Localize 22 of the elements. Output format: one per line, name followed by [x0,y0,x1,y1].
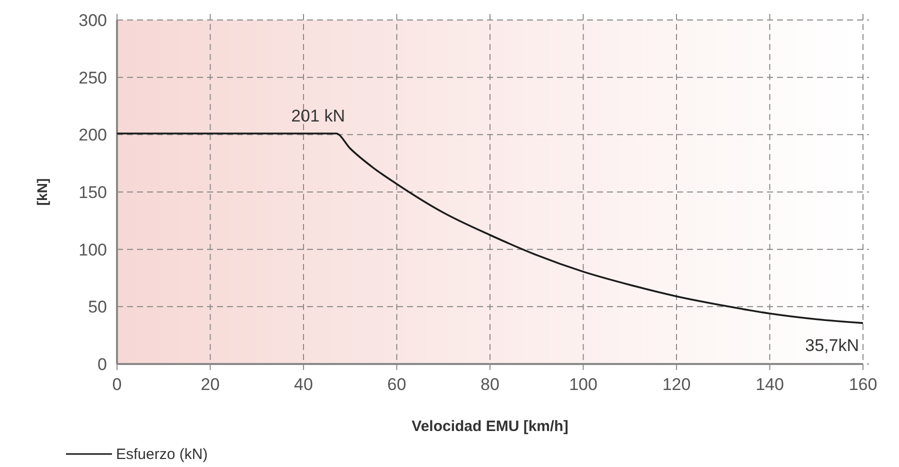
x-tick-label: 80 [480,375,500,394]
x-tick-label: 20 [200,375,220,394]
y-tick-label: 150 [78,183,107,202]
x-tick-label: 60 [387,375,406,394]
x-tick-label: 140 [756,375,784,394]
y-tick-label: 200 [78,126,107,145]
x-tick-label: 0 [112,375,122,394]
annotation: 35,7kN [805,336,859,356]
x-tick-label: 120 [662,375,691,394]
y-axis-title: [kN] [34,178,50,206]
y-tick-label: 300 [78,11,107,30]
y-tick-label: 250 [78,68,107,88]
y-tick-label: 100 [78,240,107,260]
line-series [116,132,864,324]
x-tick-label: 160 [848,375,878,394]
y-tick-label: 50 [88,298,107,317]
x-axis-title: Velocidad EMU [km/h] [412,418,568,435]
x-tick-label: 100 [569,375,598,394]
y-tick-label: 0 [98,355,107,374]
annotation: 201 kN [291,106,346,126]
legend-label: Esfuerzo (kN) [116,446,208,463]
x-tick-label: 40 [294,375,313,394]
